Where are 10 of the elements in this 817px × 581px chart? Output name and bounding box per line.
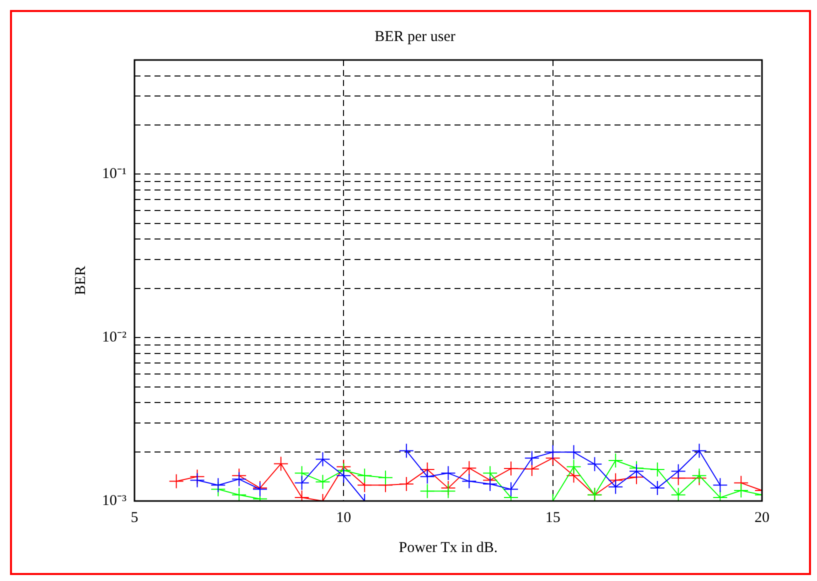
y-axis-title: BER bbox=[72, 266, 89, 296]
chart-title: BER per user bbox=[374, 28, 456, 45]
y-tick-label: 10⁻³ bbox=[102, 492, 127, 509]
x-tick-label: 15 bbox=[545, 510, 560, 526]
x-tick-label: 20 bbox=[754, 510, 770, 526]
x-axis-title: Power Tx in dB. bbox=[398, 540, 498, 556]
x-tick-label: 10 bbox=[336, 510, 352, 526]
x-tick-label: 5 bbox=[130, 510, 138, 526]
y-tick-label: 10⁻¹ bbox=[102, 166, 126, 182]
y-tick-label: 10⁻² bbox=[102, 330, 127, 346]
